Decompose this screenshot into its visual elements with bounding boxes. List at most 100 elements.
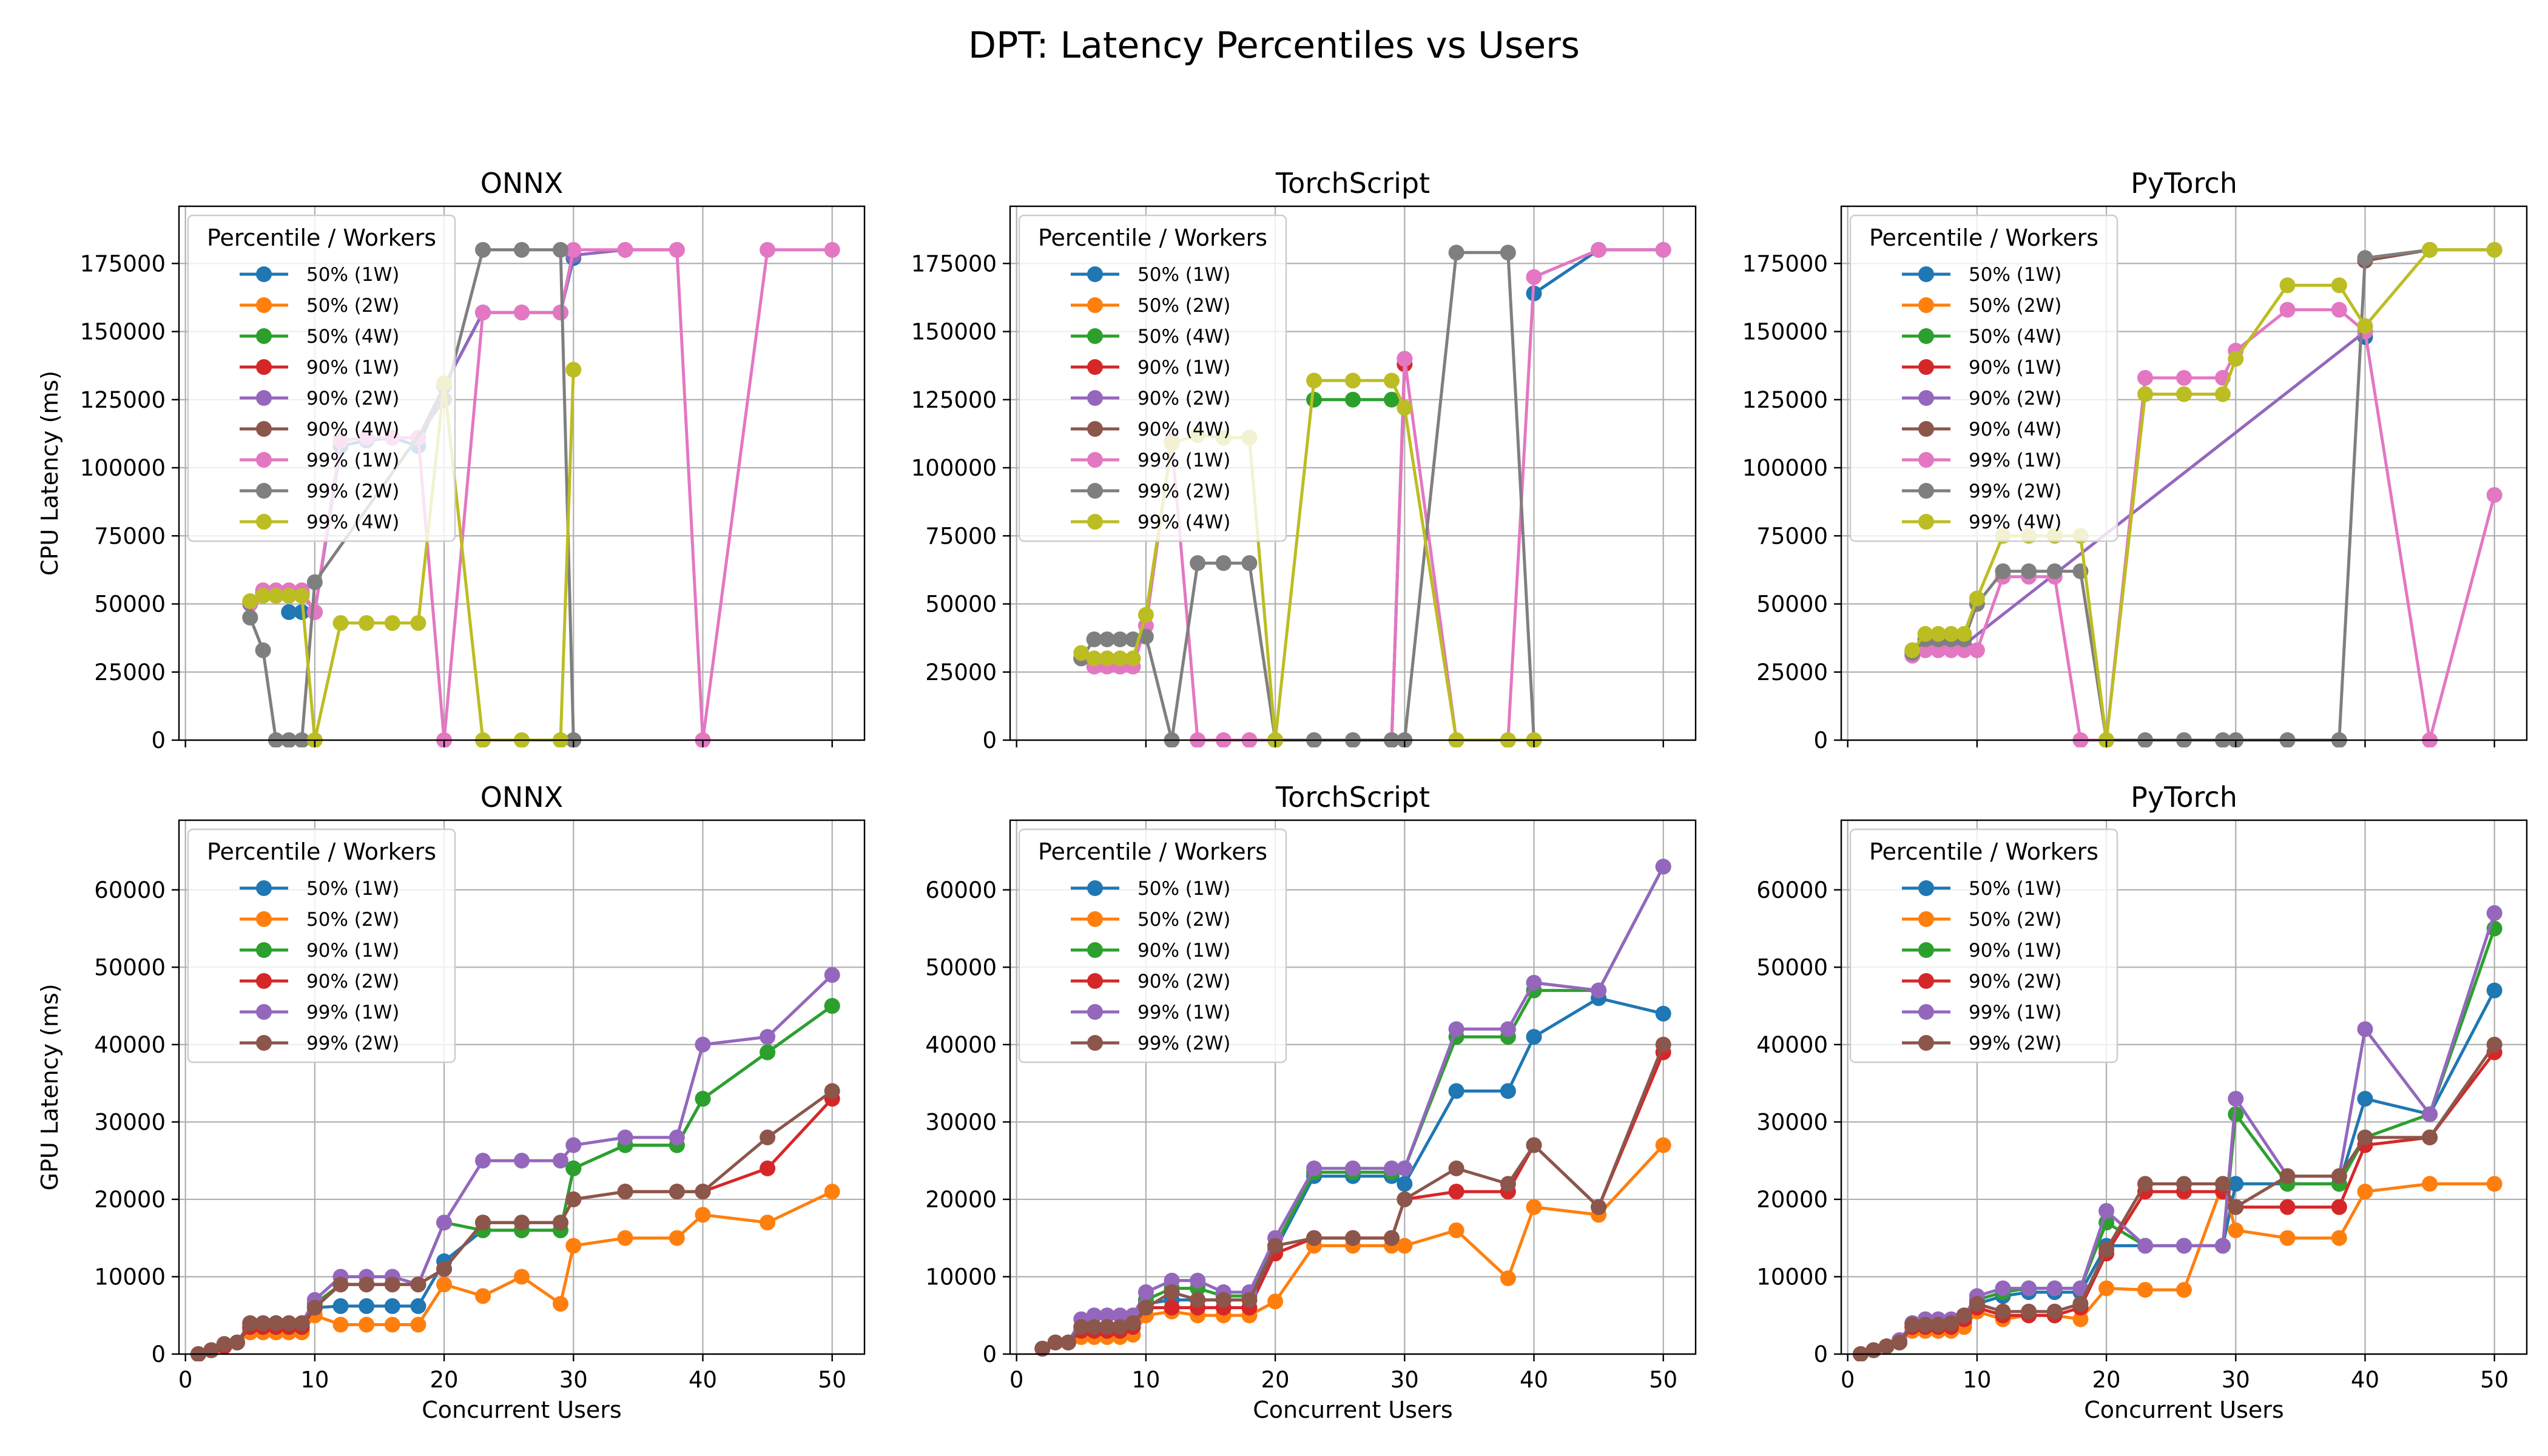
- chart-1-series-6-point: [1526, 269, 1542, 285]
- chart-5-series-4-point: [1995, 1280, 2011, 1296]
- chart-3-axes-frame: [178, 819, 866, 1355]
- chart-0-series-7-point: [552, 241, 568, 258]
- chart-5-series-4-point: [2046, 1280, 2063, 1296]
- chart-4-series-5-point: [1591, 1199, 1607, 1215]
- chart-5-series-5-point: [2331, 1168, 2347, 1184]
- chart-0-ylabel: CPU Latency (ms): [36, 371, 63, 576]
- chart-4-series-4-point: [1086, 1307, 1102, 1324]
- chart-4-series-0-point: [1526, 1029, 1542, 1045]
- chart-4-series-4-point: [1138, 1284, 1154, 1300]
- chart-3-series-2-point: [824, 998, 840, 1014]
- chart-5-series-5-point: [1891, 1334, 1907, 1350]
- chart-5-legend-entry-3: 90% (2W): [1969, 971, 2061, 993]
- chart-3-series-5-point: [552, 1215, 568, 1231]
- chart-4-series-0-point: [1397, 1176, 1413, 1192]
- chart-5-series-5-point: [2098, 1241, 2115, 1258]
- chart-5-series-1-point: [2486, 1176, 2502, 1192]
- chart-1-series-8-point: [1099, 650, 1115, 667]
- chart-1-series-8-point: [1397, 400, 1413, 416]
- chart-2-series-6-point: [1917, 642, 1933, 658]
- chart-5-legend-entry-0: 50% (1W): [1969, 878, 2061, 900]
- chart-4-ytick-label: 20000: [925, 1187, 997, 1213]
- chart-1-series-8-point: [1073, 645, 1090, 661]
- chart-3-series-5-point: [306, 1299, 323, 1316]
- chart-1-series-8-point: [1138, 607, 1154, 623]
- chart-0-title: ONNX: [480, 167, 564, 200]
- chart-3-series-4-point: [552, 1153, 568, 1169]
- chart-3-series-4-point: [617, 1129, 633, 1145]
- chart-0-legend-marker-7: [256, 483, 272, 499]
- chart-2-legend-marker-3: [1918, 359, 1934, 375]
- chart-0-series-7-point: [242, 609, 258, 625]
- chart-3-series-3-point: [760, 1160, 776, 1176]
- chart-1-legend-entry-6: 99% (1W): [1138, 450, 1230, 471]
- chart-1-series-7-point: [1190, 555, 1206, 571]
- chart-5-series-1-point: [2098, 1280, 2115, 1296]
- chart-3-legend-entry-2: 90% (1W): [306, 940, 399, 962]
- chart-0-ytick-label: 150000: [80, 319, 166, 345]
- chart-4-series-5-point: [1099, 1319, 1115, 1335]
- chart-3-series-5-point: [281, 1315, 297, 1331]
- chart-2-series-8-point: [2137, 386, 2154, 402]
- chart-1-series-8-point: [1112, 650, 1128, 667]
- chart-1-title: TorchScript: [1275, 167, 1430, 200]
- chart-2-series-6-point: [1930, 642, 1946, 658]
- chart-1-ytick-label: 150000: [911, 319, 997, 345]
- chart-2-legend-entry-1: 50% (2W): [1969, 295, 2061, 317]
- chart-0-series-6-point: [669, 241, 685, 258]
- chart-5-series-4-point: [2214, 1238, 2231, 1254]
- chart-1-legend-marker-2: [1087, 328, 1103, 344]
- chart-2-series-6-point: [2279, 302, 2296, 318]
- chart-5-series-5-point: [1956, 1307, 1972, 1324]
- chart-4-series-1-point: [1448, 1222, 1464, 1238]
- chart-5-xlabel: Concurrent Users: [2084, 1397, 2283, 1423]
- chart-3-panel: 0 10 20 30 40 50 0 10000 20000 30000 40000 50000 600…: [36, 781, 866, 1423]
- chart-0-series-8-point: [255, 588, 271, 604]
- chart-0-ytick-label: 25000: [94, 659, 166, 686]
- chart-3-series-4-point: [436, 1215, 453, 1231]
- chart-1-legend-marker-7: [1087, 483, 1103, 499]
- chart-4-series-3-point: [1448, 1184, 1464, 1200]
- chart-5-xtick-label: 30: [2222, 1367, 2250, 1393]
- chart-3-series-2-point: [695, 1091, 711, 1107]
- chart-4-series-5-point: [1125, 1315, 1141, 1331]
- chart-4-series-1-point: [1267, 1293, 1284, 1310]
- chart-2-series-8-point: [1943, 625, 1960, 642]
- chart-2-series-7-point: [2046, 563, 2063, 579]
- chart-3-series-5-point: [565, 1191, 582, 1207]
- chart-2-ytick-label: 175000: [1742, 251, 1828, 277]
- chart-1-legend-entry-7: 99% (2W): [1138, 480, 1230, 502]
- chart-5-ytick-label: 50000: [1756, 954, 1828, 980]
- chart-0-legend-entry-6: 99% (1W): [306, 450, 399, 471]
- chart-3-series-1-point: [410, 1316, 426, 1333]
- chart-1-ytick-label: 175000: [911, 251, 997, 277]
- chart-3-series-0-point: [410, 1298, 426, 1314]
- chart-4-xtick-label: 10: [1131, 1367, 1160, 1393]
- chart-4-series-4-point: [1500, 1021, 1516, 1037]
- chart-2-series-6-point: [1969, 642, 1985, 658]
- chart-4-series-5-point: [1047, 1334, 1063, 1350]
- chart-1-series-2-point: [1383, 391, 1400, 408]
- chart-1-legend-entry-5: 90% (4W): [1138, 419, 1230, 440]
- chart-3-series-5-point: [332, 1276, 349, 1293]
- chart-5-axes-frame: [1840, 819, 2528, 1355]
- chart-3-series-1-point: [436, 1276, 453, 1293]
- chart-5-series-1-point: [2137, 1282, 2154, 1298]
- chart-0-legend-entry-5: 90% (4W): [306, 419, 399, 440]
- chart-3-series-1-point: [514, 1269, 530, 1285]
- chart-0-legend-title: Percentile / Workers: [207, 224, 436, 251]
- chart-2-series-8-point: [2176, 386, 2192, 402]
- chart-3-series-0-point: [384, 1298, 400, 1314]
- chart-0-series-6-point: [617, 241, 633, 258]
- chart-4-xtick-label: 30: [1390, 1367, 1419, 1393]
- chart-1-ytick-label: 75000: [925, 523, 997, 549]
- chart-5-series-1-point: [2072, 1311, 2089, 1327]
- chart-3-series-5-point: [436, 1261, 453, 1277]
- chart-4-series-5-point: [1526, 1137, 1542, 1153]
- chart-4-xtick-label: 50: [1649, 1367, 1677, 1393]
- chart-0-ytick-label: 0: [151, 727, 166, 753]
- chart-3-ytick-label: 30000: [94, 1109, 166, 1135]
- chart-2-series-6-point: [1956, 642, 1972, 658]
- chart-4-series-1-point: [1500, 1270, 1516, 1287]
- chart-2-ytick-label: 0: [1813, 727, 1828, 753]
